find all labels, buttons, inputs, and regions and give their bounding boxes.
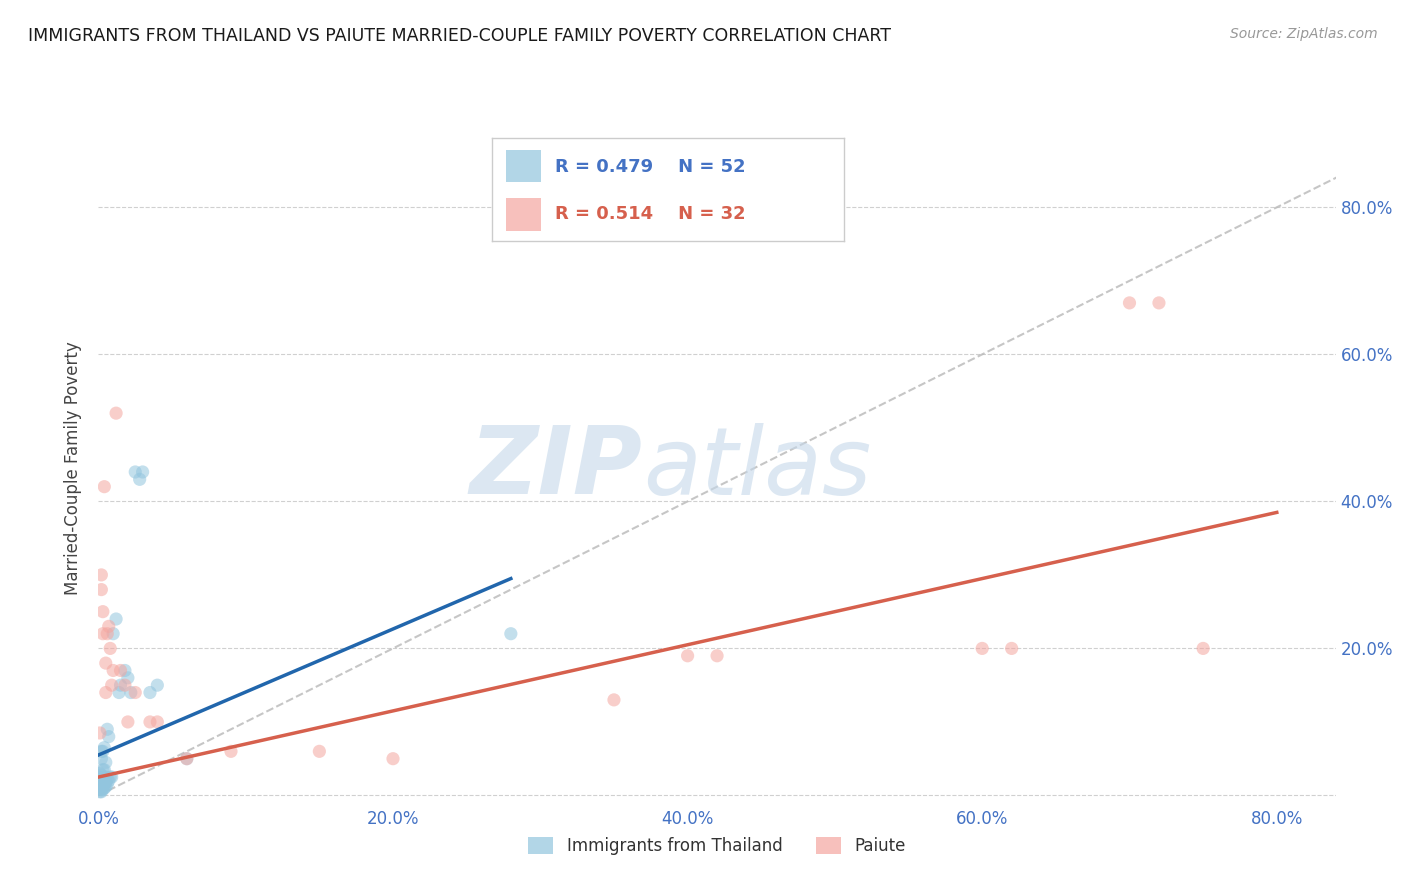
Point — [94, 685, 117, 699]
Point — [91, 626, 114, 640]
Point — [146, 678, 169, 692]
Point — [89, 777, 111, 791]
Point — [89, 772, 111, 787]
Point — [128, 472, 150, 486]
Point — [124, 685, 146, 699]
Y-axis label: Married-Couple Family Poverty: Married-Couple Family Poverty — [65, 342, 83, 595]
Point — [100, 678, 122, 692]
Point — [706, 648, 728, 663]
Point — [108, 685, 131, 699]
Point — [90, 752, 112, 766]
Point — [97, 773, 120, 788]
Point — [90, 780, 112, 794]
Point — [114, 664, 136, 678]
Point — [98, 641, 121, 656]
Point — [1001, 641, 1024, 656]
Point — [308, 744, 330, 758]
Point — [91, 763, 114, 777]
Point — [676, 648, 699, 663]
Point — [114, 678, 136, 692]
Point — [94, 775, 117, 789]
Point — [382, 752, 405, 766]
Text: Source: ZipAtlas.com: Source: ZipAtlas.com — [1230, 27, 1378, 41]
Text: IMMIGRANTS FROM THAILAND VS PAIUTE MARRIED-COUPLE FAMILY POVERTY CORRELATION CHA: IMMIGRANTS FROM THAILAND VS PAIUTE MARRI… — [28, 27, 891, 45]
Text: R = 0.479    N = 52: R = 0.479 N = 52 — [555, 158, 747, 176]
Point — [91, 605, 114, 619]
Point — [89, 782, 111, 797]
Point — [1192, 641, 1215, 656]
Point — [176, 752, 198, 766]
Point — [105, 612, 128, 626]
Point — [93, 740, 115, 755]
Point — [91, 770, 114, 784]
Point — [972, 641, 994, 656]
Point — [110, 678, 132, 692]
Point — [91, 775, 114, 789]
Point — [89, 726, 111, 740]
Point — [93, 777, 115, 791]
Point — [219, 744, 242, 758]
Point — [603, 693, 626, 707]
Point — [94, 656, 117, 670]
Point — [94, 756, 117, 770]
Point — [117, 714, 139, 729]
Point — [90, 782, 112, 797]
Point — [101, 664, 124, 678]
Bar — [506, 150, 541, 182]
Point — [91, 780, 114, 794]
Point — [499, 626, 522, 640]
Point — [90, 582, 112, 597]
Point — [96, 772, 118, 787]
Point — [117, 671, 139, 685]
Point — [139, 685, 162, 699]
Point — [91, 782, 114, 797]
Point — [96, 723, 118, 737]
Point — [1118, 296, 1140, 310]
Point — [90, 744, 112, 758]
Point — [90, 777, 112, 791]
Point — [90, 568, 112, 582]
Point — [89, 766, 111, 780]
Legend: Immigrants from Thailand, Paiute: Immigrants from Thailand, Paiute — [522, 830, 912, 862]
Point — [90, 785, 112, 799]
Point — [94, 770, 117, 784]
Point — [100, 770, 122, 784]
Point — [90, 768, 112, 782]
Point — [93, 781, 115, 796]
Point — [93, 480, 115, 494]
Point — [139, 714, 162, 729]
Point — [91, 744, 114, 758]
Bar — [506, 198, 541, 230]
Point — [93, 763, 115, 777]
Point — [110, 664, 132, 678]
Point — [97, 619, 120, 633]
Point — [124, 465, 146, 479]
Point — [89, 775, 111, 789]
Point — [90, 772, 112, 787]
Point — [89, 770, 111, 784]
Point — [93, 772, 115, 787]
Text: ZIP: ZIP — [470, 422, 643, 515]
Point — [176, 752, 198, 766]
Point — [97, 730, 120, 744]
Point — [98, 770, 121, 784]
Point — [89, 785, 111, 799]
Point — [94, 780, 117, 794]
Point — [105, 406, 128, 420]
Point — [96, 626, 118, 640]
Text: atlas: atlas — [643, 423, 872, 514]
Point — [120, 685, 142, 699]
Text: R = 0.514    N = 32: R = 0.514 N = 32 — [555, 205, 747, 223]
Point — [101, 626, 124, 640]
Point — [89, 780, 111, 794]
Point — [131, 465, 153, 479]
Point — [1147, 296, 1170, 310]
Point — [96, 777, 118, 791]
Point — [146, 714, 169, 729]
